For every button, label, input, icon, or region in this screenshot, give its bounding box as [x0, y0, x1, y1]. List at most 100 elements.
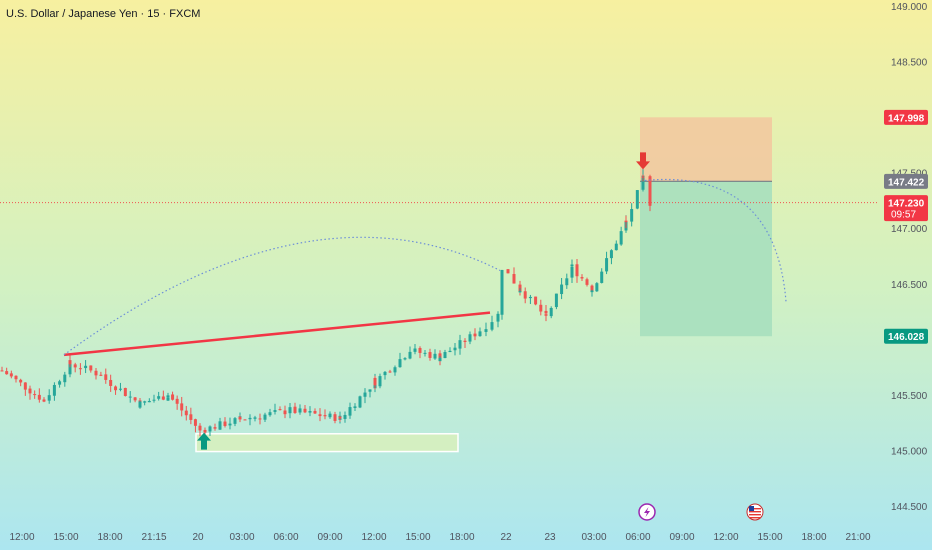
candle[interactable] — [243, 419, 247, 421]
candle[interactable] — [143, 401, 147, 403]
candle[interactable] — [318, 414, 322, 417]
candle[interactable] — [293, 406, 297, 413]
candle[interactable] — [614, 243, 618, 251]
candle[interactable] — [473, 333, 477, 337]
candle[interactable] — [5, 371, 9, 375]
candle[interactable] — [506, 269, 510, 274]
candle[interactable] — [248, 417, 252, 420]
candle[interactable] — [123, 387, 127, 396]
candle[interactable] — [223, 421, 227, 426]
candle[interactable] — [630, 209, 634, 222]
candle[interactable] — [193, 419, 197, 426]
candle[interactable] — [303, 408, 307, 413]
candle[interactable] — [0, 370, 4, 372]
candle[interactable] — [114, 386, 118, 391]
candle[interactable] — [549, 307, 553, 317]
candle[interactable] — [408, 351, 412, 354]
candle[interactable] — [403, 358, 407, 360]
candle[interactable] — [308, 411, 312, 413]
candle[interactable] — [189, 414, 193, 420]
candle[interactable] — [218, 421, 222, 430]
candle[interactable] — [565, 278, 569, 286]
candle[interactable] — [423, 352, 427, 354]
candle[interactable] — [338, 416, 342, 419]
candle[interactable] — [175, 398, 179, 404]
candle[interactable] — [363, 392, 367, 397]
candle[interactable] — [52, 384, 56, 396]
candle[interactable] — [94, 374, 98, 376]
candle[interactable] — [273, 410, 277, 412]
candle[interactable] — [233, 418, 237, 424]
candle[interactable] — [368, 389, 372, 392]
candle[interactable] — [58, 381, 62, 385]
take-profit-zone[interactable] — [640, 181, 772, 337]
candle[interactable] — [595, 283, 599, 292]
candle[interactable] — [570, 266, 574, 278]
candle[interactable] — [570, 264, 574, 267]
price-label-box[interactable] — [884, 328, 928, 344]
candle[interactable] — [28, 388, 32, 394]
candle[interactable] — [648, 176, 652, 206]
candle[interactable] — [438, 357, 442, 362]
support-zone[interactable] — [195, 433, 459, 453]
candle[interactable] — [348, 407, 352, 416]
candle[interactable] — [528, 296, 532, 299]
candle[interactable] — [534, 296, 538, 305]
candle[interactable] — [478, 331, 482, 333]
price-label-box[interactable] — [884, 195, 928, 222]
trend-line[interactable] — [63, 311, 491, 357]
candle[interactable] — [453, 347, 457, 351]
candle[interactable] — [63, 374, 67, 383]
candle[interactable] — [539, 304, 543, 312]
candle[interactable] — [138, 401, 142, 408]
candle[interactable] — [383, 371, 387, 376]
candle[interactable] — [128, 396, 132, 398]
candle[interactable] — [641, 176, 645, 178]
candle[interactable] — [544, 310, 548, 314]
candle[interactable] — [184, 410, 188, 416]
candle[interactable] — [343, 414, 347, 419]
price-label-box[interactable] — [884, 109, 928, 125]
candle[interactable] — [418, 347, 422, 353]
candle[interactable] — [68, 360, 72, 365]
stop-loss-zone[interactable] — [640, 117, 772, 182]
candle[interactable] — [580, 277, 584, 279]
candle[interactable] — [104, 374, 108, 380]
candle[interactable] — [518, 291, 522, 293]
candle[interactable] — [238, 417, 242, 420]
candle[interactable] — [133, 397, 137, 401]
candle[interactable] — [19, 379, 23, 383]
candle[interactable] — [73, 364, 77, 368]
candle[interactable] — [490, 322, 494, 330]
candle[interactable] — [413, 348, 417, 352]
candle[interactable] — [157, 396, 161, 399]
candle[interactable] — [213, 427, 217, 429]
candle[interactable] — [433, 353, 437, 359]
candle[interactable] — [585, 279, 589, 285]
candle[interactable] — [575, 264, 579, 277]
candle[interactable] — [641, 175, 645, 190]
candle[interactable] — [398, 359, 402, 368]
candle[interactable] — [590, 285, 594, 293]
candle[interactable] — [605, 258, 609, 272]
candle[interactable] — [590, 290, 594, 293]
candle[interactable] — [109, 379, 113, 386]
candle[interactable] — [468, 334, 472, 342]
candle[interactable] — [323, 415, 327, 417]
candle[interactable] — [68, 360, 72, 375]
candle[interactable] — [428, 352, 432, 358]
candle[interactable] — [258, 418, 262, 420]
candle[interactable] — [23, 382, 27, 390]
candle[interactable] — [283, 410, 287, 415]
candle[interactable] — [378, 376, 382, 387]
candle[interactable] — [268, 412, 272, 416]
candle[interactable] — [393, 367, 397, 373]
candle[interactable] — [600, 271, 604, 283]
candle[interactable] — [328, 413, 332, 418]
candle[interactable] — [99, 374, 103, 376]
candle[interactable] — [463, 340, 467, 342]
candle[interactable] — [443, 352, 447, 359]
candle[interactable] — [609, 250, 613, 259]
candle[interactable] — [37, 394, 41, 400]
